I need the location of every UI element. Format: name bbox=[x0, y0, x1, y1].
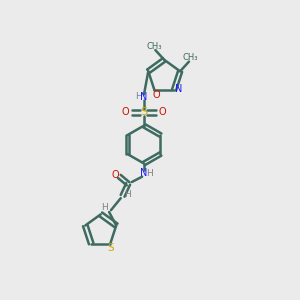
Text: N: N bbox=[176, 84, 183, 94]
Text: H: H bbox=[136, 92, 142, 101]
Text: H: H bbox=[146, 169, 153, 178]
Text: S: S bbox=[107, 243, 114, 253]
Text: H: H bbox=[124, 190, 130, 199]
Text: O: O bbox=[152, 89, 160, 100]
Text: O: O bbox=[159, 107, 167, 117]
Text: O: O bbox=[122, 107, 129, 117]
Text: N: N bbox=[140, 168, 148, 178]
Text: CH₃: CH₃ bbox=[147, 42, 162, 51]
Text: N: N bbox=[140, 92, 148, 102]
Text: CH₃: CH₃ bbox=[182, 53, 198, 62]
Text: O: O bbox=[111, 169, 119, 180]
Text: S: S bbox=[140, 107, 148, 117]
Text: H: H bbox=[101, 203, 108, 212]
